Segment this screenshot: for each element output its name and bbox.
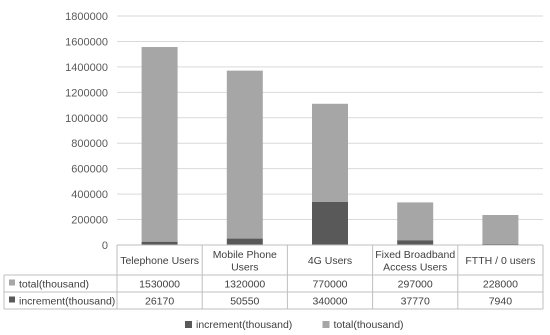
x-category-label: Telephone Users: [120, 255, 199, 267]
y-tick-label: 200000: [71, 215, 108, 227]
bar-segment-total: [397, 202, 434, 241]
bar-segment-increment: [397, 240, 434, 245]
table-cell-value: 37770: [401, 296, 430, 308]
table-cell-value: 26170: [145, 296, 174, 308]
y-tick-label: 600000: [71, 164, 108, 176]
y-tick-label: 400000: [71, 189, 108, 201]
table-cell-value: 1530000: [139, 279, 180, 291]
legend-swatch: [322, 321, 330, 328]
y-tick-label: 1200000: [65, 87, 108, 99]
bar-segment-total: [482, 214, 519, 244]
table-cell-value: 297000: [398, 279, 433, 291]
bar-segment-increment: [141, 241, 178, 245]
legend-label: increment(thousand): [196, 319, 292, 331]
table-cell-value: 7940: [489, 296, 513, 308]
x-category-label: FTTH / 0 users: [465, 255, 535, 267]
table-row-label: total(thousand): [19, 279, 89, 291]
bar-segment-increment: [482, 243, 519, 245]
x-category-label: 4G Users: [308, 255, 352, 267]
bar-segment-total: [141, 47, 178, 242]
bar-segment-total: [226, 70, 263, 239]
bar-segment-increment: [226, 238, 263, 245]
y-tick-label: 1400000: [65, 62, 108, 74]
table-cell-value: 228000: [483, 279, 518, 291]
table-cell-value: 1320000: [224, 279, 265, 291]
table-legend-key: [9, 279, 15, 286]
legend-swatch: [185, 321, 192, 328]
x-category-label: Access Users: [383, 261, 447, 273]
table-cell-value: 770000: [312, 279, 347, 291]
y-tick-label: 800000: [71, 138, 108, 150]
table-cell-value: 340000: [312, 296, 347, 308]
x-category-label: Fixed Broadband: [375, 249, 455, 261]
table-legend-key: [9, 296, 15, 303]
x-category-label: Mobile Phone: [213, 249, 277, 261]
bar-segment-increment: [312, 201, 348, 245]
x-category-label: Users: [231, 261, 258, 273]
y-tick-label: 1000000: [65, 113, 108, 125]
legend-label: total(thousand): [334, 319, 404, 331]
table-row-label: increment(thousand): [19, 296, 115, 308]
y-tick-label: 0: [102, 240, 108, 252]
y-tick-label: 1600000: [65, 36, 108, 48]
bar-segment-total: [312, 103, 348, 202]
y-tick-label: 1800000: [65, 11, 108, 23]
table-cell-value: 50550: [230, 296, 259, 308]
